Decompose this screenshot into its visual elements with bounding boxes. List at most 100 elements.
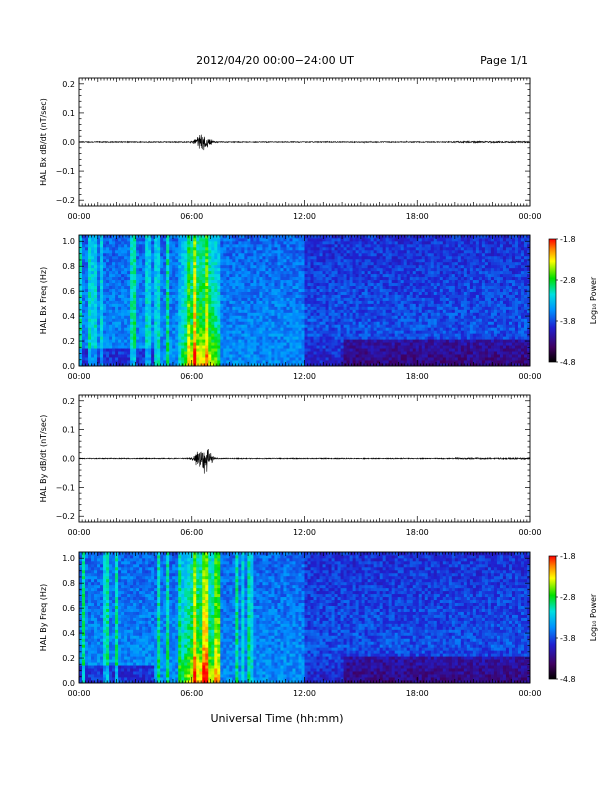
heat-cell [256, 357, 260, 361]
heat-cell [304, 339, 308, 343]
heat-cell [229, 309, 233, 313]
heat-cell [376, 237, 381, 242]
heat-cell [361, 243, 366, 248]
heat-cell [238, 315, 242, 319]
heat-cell [331, 243, 335, 248]
heat-cell [334, 318, 338, 322]
heat-cell [298, 261, 302, 266]
heat-cell [193, 309, 197, 313]
heat-cell [337, 252, 341, 257]
heat-cell [388, 306, 393, 310]
heat-cell [115, 285, 119, 289]
heat-cell [373, 357, 378, 361]
heat-cell [271, 240, 275, 245]
heat-cell [331, 255, 335, 260]
heat-cell [301, 264, 305, 269]
heat-cell [337, 288, 341, 292]
heat-cell [340, 357, 344, 361]
heat-cell [97, 339, 101, 343]
heat-cell [286, 255, 290, 260]
heat-cell [142, 324, 146, 328]
heat-cell [388, 348, 393, 352]
heat-cell [220, 258, 224, 263]
heat-cell [202, 339, 206, 343]
heat-cell [325, 288, 329, 292]
heat-cell [322, 255, 326, 260]
heat-cell [289, 297, 293, 301]
heat-cell [289, 303, 293, 307]
heat-cell [202, 360, 206, 364]
heat-cell [85, 309, 89, 313]
heat-cell [361, 276, 366, 281]
heat-cell [313, 315, 317, 319]
heat-cell [193, 237, 197, 242]
heat-cell [337, 309, 341, 313]
heat-cell [373, 270, 378, 275]
heat-cell [178, 273, 182, 278]
heat-cell [358, 264, 363, 269]
heat-cell [124, 291, 128, 295]
heat-cell [85, 321, 89, 325]
heat-cell [184, 267, 188, 272]
heat-cell [232, 339, 236, 343]
heat-cell [256, 237, 260, 242]
heat-cell [133, 330, 137, 334]
heat-cell [385, 282, 390, 287]
heat-cell [268, 240, 272, 245]
heat-cell [181, 243, 185, 248]
heat-cell [343, 294, 347, 298]
heat-cell [163, 273, 167, 278]
heat-cell [313, 309, 317, 313]
heat-cell [340, 294, 344, 298]
heat-cell [205, 339, 209, 343]
heat-cell [172, 351, 176, 355]
heat-cell [367, 294, 372, 298]
heat-cell [130, 297, 134, 301]
heat-cell [148, 345, 152, 349]
heat-cell [109, 330, 113, 334]
heat-cell [202, 252, 206, 257]
heat-cell [136, 273, 140, 278]
heat-cell [253, 235, 257, 239]
heat-cell [286, 321, 290, 325]
heat-cell [361, 342, 366, 346]
heat-cell [259, 255, 263, 260]
heat-cell [274, 264, 278, 269]
heat-cell [121, 249, 125, 254]
heat-cell [115, 303, 119, 307]
heat-cell [376, 255, 381, 260]
heat-cell [196, 261, 200, 266]
heat-cell [361, 351, 366, 355]
heat-cell [169, 318, 173, 322]
heat-cell [286, 270, 290, 275]
heat-cell [88, 327, 92, 331]
heat-cell [82, 309, 86, 313]
heat-cell [88, 282, 92, 287]
heat-cell [139, 267, 143, 272]
heat-cell [250, 246, 254, 251]
heat-cell [163, 288, 167, 292]
heat-cell [283, 321, 287, 325]
heat-cell [313, 267, 317, 272]
heat-cell [214, 315, 218, 319]
heat-cell [349, 324, 354, 328]
heat-cell [211, 363, 215, 367]
heat-cell [304, 288, 308, 292]
heat-cell [256, 306, 260, 310]
heat-cell [175, 363, 179, 367]
heat-cell [343, 354, 347, 358]
heat-cell [154, 327, 158, 331]
heat-cell [85, 279, 89, 284]
heat-cell [184, 246, 188, 251]
heat-cell [265, 321, 269, 325]
heat-cell [115, 330, 119, 334]
heat-cell [139, 285, 143, 289]
heat-cell [307, 235, 311, 239]
heat-cell [163, 339, 167, 343]
heat-cell [229, 246, 233, 251]
heat-cell [193, 321, 197, 325]
heat-cell [127, 288, 131, 292]
heat-cell [343, 348, 347, 352]
heat-cell [199, 252, 203, 257]
heat-cell [172, 306, 176, 310]
